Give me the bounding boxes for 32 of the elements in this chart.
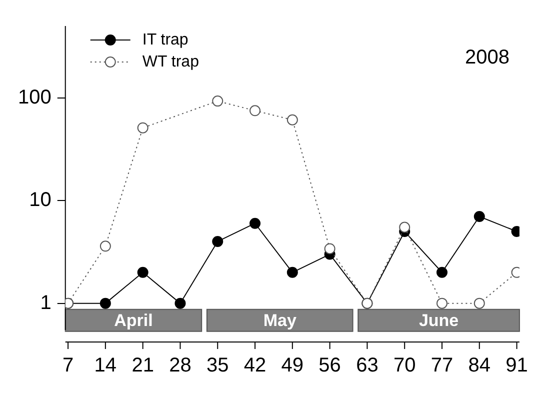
point [174,298,186,309]
point [286,266,298,278]
y-tick-label: 10 [29,189,52,212]
legend-label: WT trap [142,53,200,70]
point [436,266,448,278]
point [137,266,148,278]
x-tick-label: 21 [132,354,154,377]
band-label: May [263,311,297,330]
annotation: 2008 [464,46,510,69]
point [250,218,261,229]
x-tick-label: 91 [506,354,528,377]
x-tick-label: 77 [430,354,454,377]
band-label: April [114,311,153,330]
x-tick-label: 35 [206,354,229,377]
band-label: June [418,311,459,330]
x-tick-label: 14 [94,354,117,377]
point [474,210,485,222]
point [399,222,410,233]
y-tick-label: 1 [40,292,52,314]
x-tick-label: 70 [393,354,416,377]
x-tick-label: 7 [62,354,74,377]
x-tick-label: 28 [169,354,192,377]
x-tick-label: 49 [281,354,304,377]
point [324,243,336,254]
y-tick-label: 100 [18,86,52,108]
legend-label: IT trap [142,31,188,48]
point [212,236,224,247]
point [100,298,111,309]
x-tick-label: 63 [356,354,378,377]
x-tick-label: 42 [244,354,266,377]
x-tick-label: 56 [318,354,341,377]
x-tick-label: 84 [468,354,491,377]
